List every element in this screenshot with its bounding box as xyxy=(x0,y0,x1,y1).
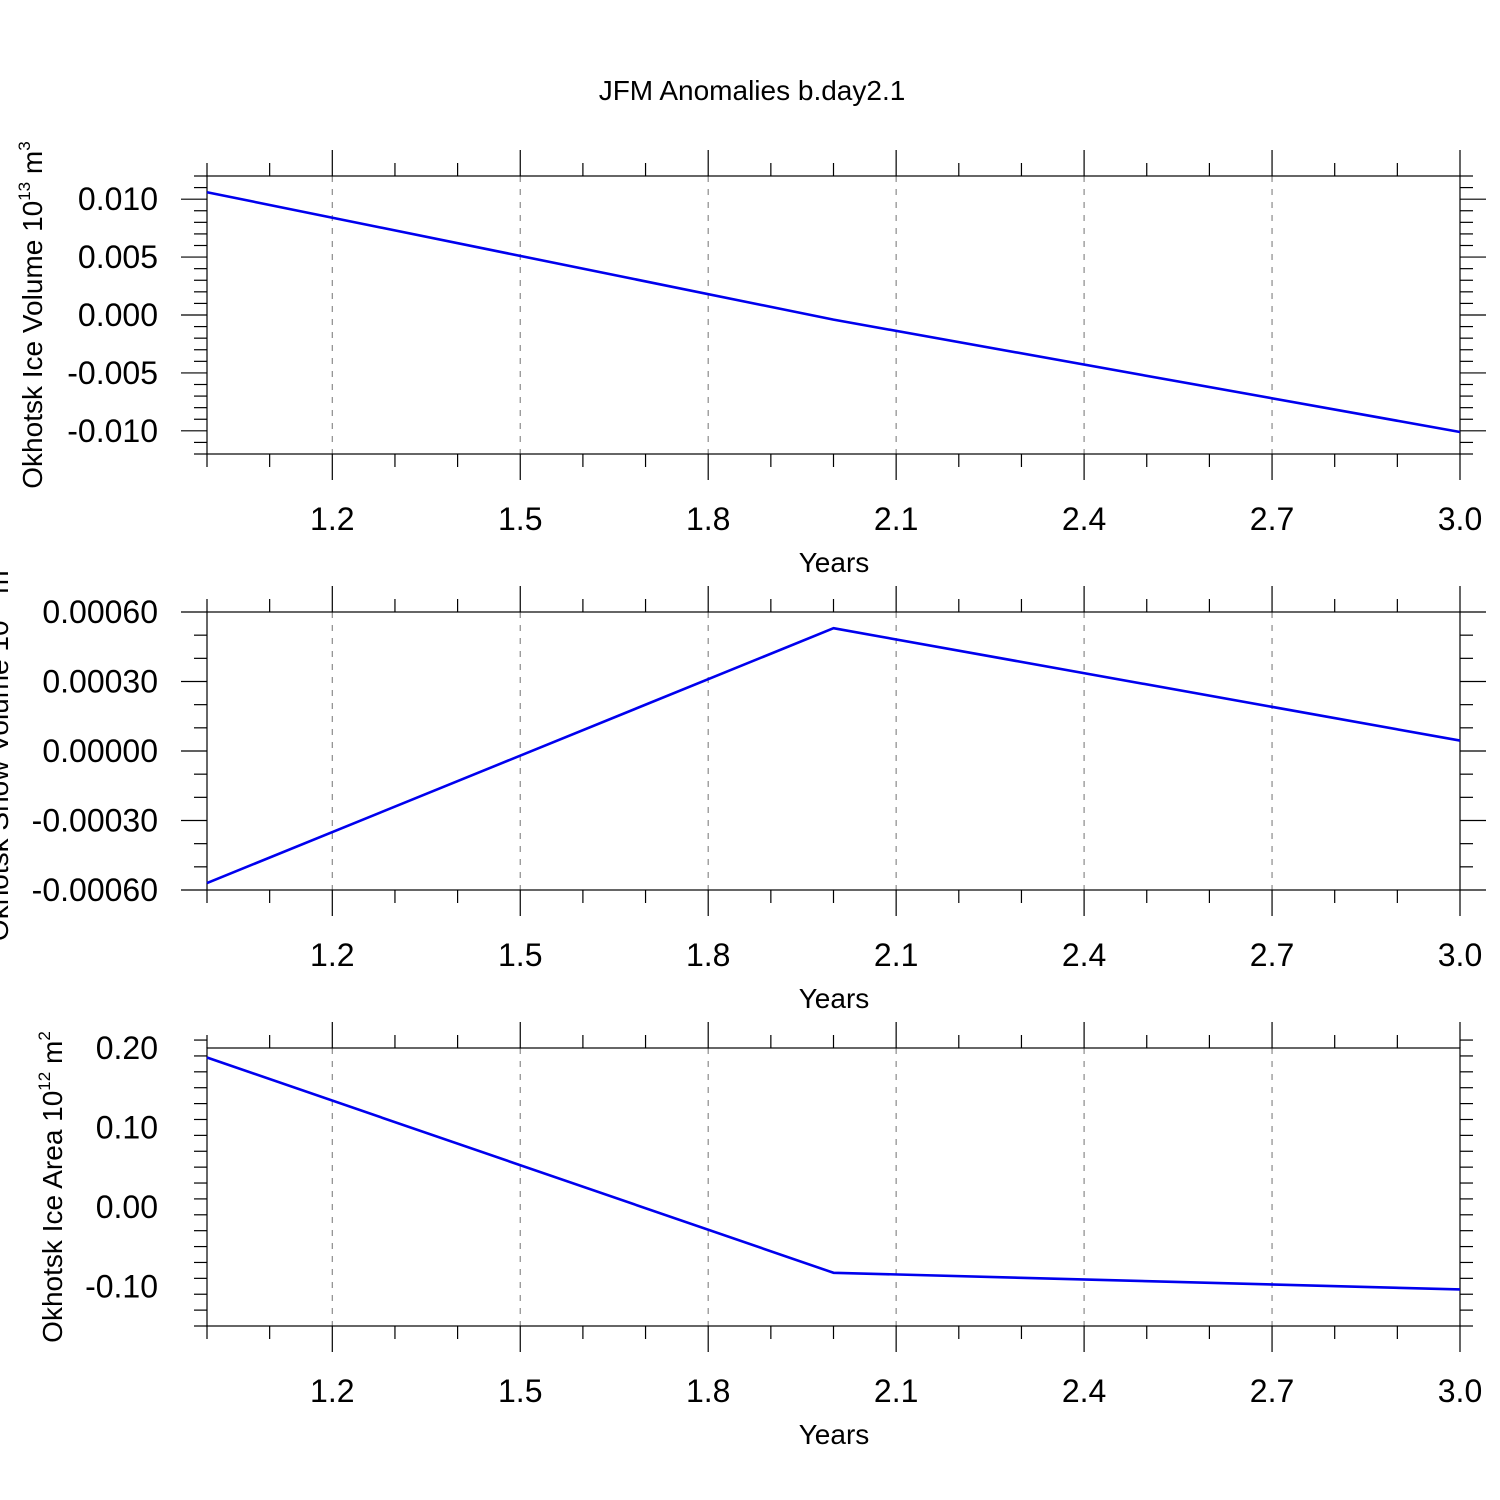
y-tick-label: 0.10 xyxy=(96,1109,158,1145)
x-tick-label: 2.7 xyxy=(1250,1373,1294,1409)
x-axis-title: Years xyxy=(799,547,870,578)
x-tick-label: 1.2 xyxy=(310,501,354,537)
x-tick-label: 1.5 xyxy=(498,1373,542,1409)
x-tick-label: 2.1 xyxy=(874,937,918,973)
x-tick-label: 2.1 xyxy=(874,501,918,537)
x-axis-title: Years xyxy=(799,983,870,1014)
y-tick-label: 0.00000 xyxy=(42,733,158,769)
y-tick-label: -0.00030 xyxy=(32,803,158,839)
y-tick-label: 0.005 xyxy=(78,239,158,275)
x-tick-label: 1.8 xyxy=(686,937,730,973)
x-axis-title: Years xyxy=(799,1419,870,1450)
y-tick-label: 0.000 xyxy=(78,297,158,333)
y-axis-title: Okhotsk Snow Volume 1013 m3 xyxy=(0,561,14,941)
x-tick-label: 3.0 xyxy=(1438,937,1482,973)
y-tick-label: 0.010 xyxy=(78,181,158,217)
x-tick-label: 2.4 xyxy=(1062,1373,1106,1409)
y-tick-label: -0.010 xyxy=(67,413,158,449)
y-tick-label: 0.00 xyxy=(96,1189,158,1225)
x-tick-label: 2.4 xyxy=(1062,501,1106,537)
chart-panel-2: 1.2 1.5 1.8 2.1 2.4 2.7 3.0 Years 0.00060 0.00030… xyxy=(0,561,1486,1014)
x-tick-label: 1.8 xyxy=(686,501,730,537)
chart-title: JFM Anomalies b.day2.1 xyxy=(599,75,906,106)
x-tick-label: 3.0 xyxy=(1438,501,1482,537)
y-tick-label: -0.00060 xyxy=(32,872,158,908)
x-tick-label: 2.4 xyxy=(1062,937,1106,973)
chart-panel-1: 1.2 1.5 1.8 2.1 2.4 2.7 3.0 Years 0.010 0.005 0.00… xyxy=(15,141,1486,578)
y-tick-label: 0.00030 xyxy=(42,664,158,700)
x-tick-label: 1.8 xyxy=(686,1373,730,1409)
x-tick-label: 1.2 xyxy=(310,937,354,973)
x-tick-label: 1.5 xyxy=(498,937,542,973)
x-tick-label: 2.1 xyxy=(874,1373,918,1409)
x-tick-label: 2.7 xyxy=(1250,937,1294,973)
y-axis-title: Okhotsk Ice Volume 1013 m3 xyxy=(15,141,48,488)
y-tick-label: 0.20 xyxy=(96,1030,158,1066)
y-tick-label: -0.10 xyxy=(85,1268,158,1304)
x-tick-label: 2.7 xyxy=(1250,501,1294,537)
x-tick-label: 3.0 xyxy=(1438,1373,1482,1409)
y-tick-label: -0.005 xyxy=(67,355,158,391)
chart-panel-3: 1.2 1.5 1.8 2.1 2.4 2.7 3.0 Years 0.20 0.10 0.00 -0… xyxy=(35,1022,1482,1450)
y-axis-title: Okhotsk Ice Area 1012 m2 xyxy=(35,1031,68,1343)
y-tick-label: 0.00060 xyxy=(42,594,158,630)
x-tick-label: 1.5 xyxy=(498,501,542,537)
x-tick-label: 1.2 xyxy=(310,1373,354,1409)
